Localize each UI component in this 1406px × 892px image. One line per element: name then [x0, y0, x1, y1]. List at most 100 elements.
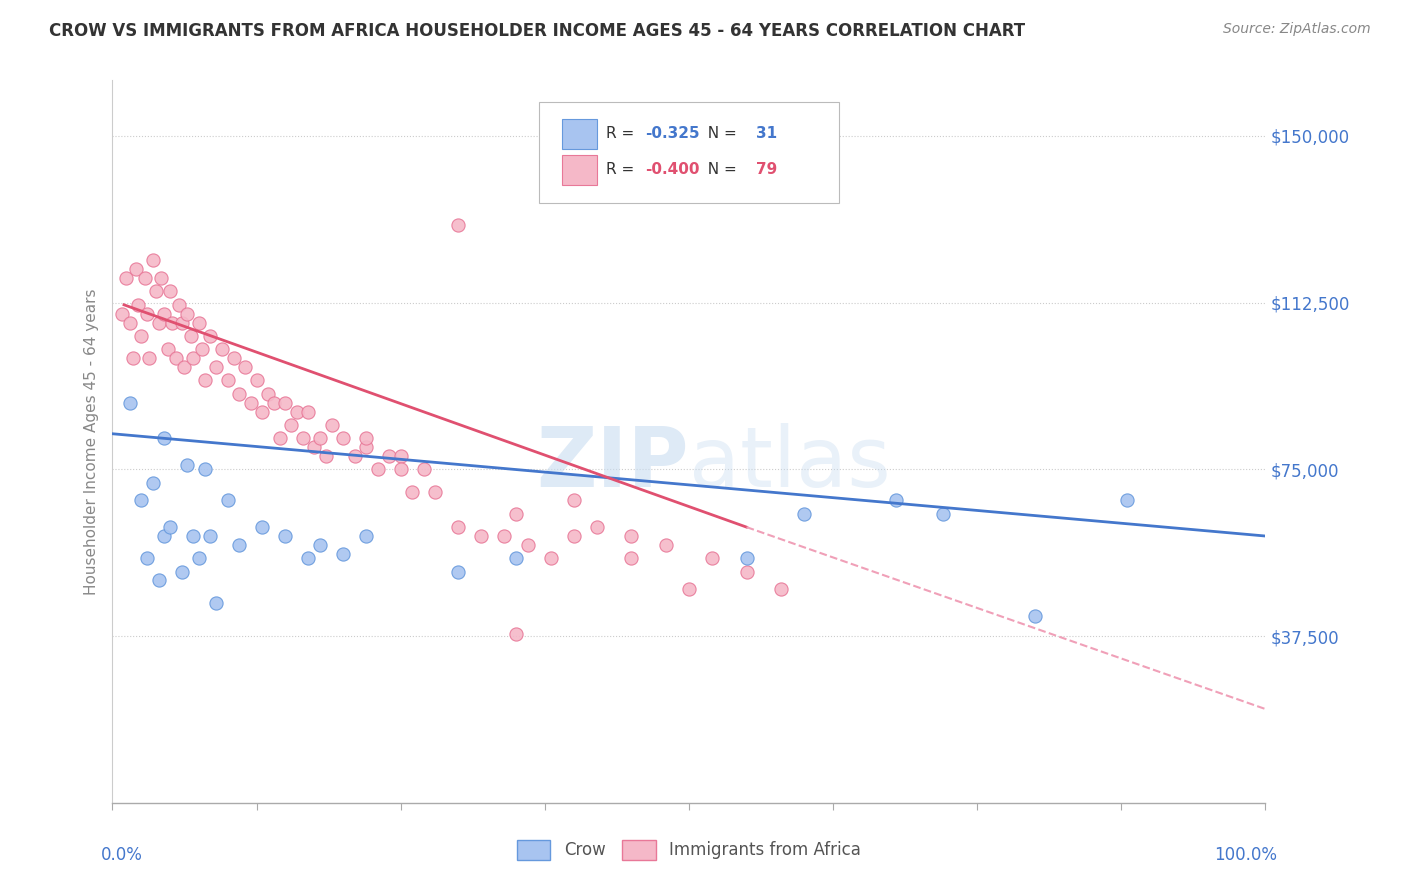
- Point: [447, 565, 470, 579]
- Point: [142, 475, 165, 490]
- Point: [304, 440, 326, 454]
- Point: [793, 507, 815, 521]
- Point: [138, 351, 160, 366]
- Point: [194, 462, 217, 476]
- Point: [257, 386, 280, 401]
- Point: [585, 520, 607, 534]
- Point: [162, 316, 184, 330]
- Point: [620, 529, 643, 543]
- Point: [176, 307, 198, 321]
- Text: R =: R =: [606, 162, 640, 178]
- Point: [136, 551, 159, 566]
- Point: [149, 271, 172, 285]
- Text: R =: R =: [606, 127, 640, 141]
- Point: [516, 538, 538, 552]
- Point: [228, 386, 250, 401]
- Point: [252, 404, 274, 418]
- Point: [153, 431, 176, 445]
- Point: [280, 417, 302, 432]
- Point: [145, 285, 167, 299]
- Point: [735, 565, 758, 579]
- Point: [309, 431, 332, 445]
- Point: [297, 404, 319, 418]
- Text: -0.400: -0.400: [645, 162, 700, 178]
- Point: [176, 458, 198, 472]
- Text: ZIP: ZIP: [537, 423, 689, 504]
- Point: [332, 431, 354, 445]
- Point: [217, 373, 239, 387]
- Point: [343, 449, 366, 463]
- Point: [118, 395, 141, 409]
- Point: [1024, 609, 1046, 624]
- Point: [274, 395, 297, 409]
- Point: [425, 484, 447, 499]
- Point: [156, 343, 179, 357]
- Point: [1116, 493, 1139, 508]
- Point: [181, 351, 204, 366]
- Text: CROW VS IMMIGRANTS FROM AFRICA HOUSEHOLDER INCOME AGES 45 - 64 YEARS CORRELATION: CROW VS IMMIGRANTS FROM AFRICA HOUSEHOLD…: [49, 22, 1025, 40]
- Text: 0.0%: 0.0%: [101, 847, 143, 864]
- Point: [118, 316, 141, 330]
- Point: [170, 565, 193, 579]
- Point: [239, 395, 262, 409]
- Point: [136, 307, 159, 321]
- Point: [217, 493, 239, 508]
- FancyBboxPatch shape: [538, 102, 839, 203]
- Point: [770, 582, 793, 597]
- Point: [159, 285, 181, 299]
- Point: [678, 582, 700, 597]
- Point: [222, 351, 245, 366]
- Point: [354, 440, 377, 454]
- Point: [205, 596, 228, 610]
- Point: [886, 493, 908, 508]
- Point: [447, 218, 470, 232]
- Text: N =: N =: [699, 162, 742, 178]
- Point: [129, 493, 153, 508]
- Point: [205, 360, 228, 375]
- Point: [389, 462, 412, 476]
- Point: [354, 529, 377, 543]
- Point: [194, 373, 217, 387]
- Text: -0.325: -0.325: [645, 127, 700, 141]
- Text: 79: 79: [756, 162, 778, 178]
- Point: [274, 529, 297, 543]
- Point: [354, 431, 377, 445]
- Point: [200, 329, 222, 343]
- Point: [188, 551, 211, 566]
- Point: [142, 253, 165, 268]
- Point: [200, 529, 222, 543]
- Bar: [562, 154, 596, 185]
- Point: [494, 529, 516, 543]
- Text: N =: N =: [699, 127, 742, 141]
- Point: [315, 449, 337, 463]
- Legend: Crow, Immigrants from Africa: Crow, Immigrants from Africa: [510, 833, 868, 867]
- Point: [285, 404, 308, 418]
- Point: [246, 373, 269, 387]
- Point: [233, 360, 256, 375]
- Point: [228, 538, 250, 552]
- Point: [367, 462, 389, 476]
- Point: [252, 520, 274, 534]
- Point: [165, 351, 187, 366]
- Point: [129, 329, 153, 343]
- Point: [211, 343, 233, 357]
- Point: [309, 538, 332, 552]
- Point: [505, 627, 527, 641]
- Point: [562, 493, 585, 508]
- Point: [181, 529, 204, 543]
- Point: [148, 574, 170, 588]
- Point: [153, 529, 176, 543]
- Point: [389, 449, 412, 463]
- Point: [378, 449, 401, 463]
- Point: [159, 520, 181, 534]
- Point: [620, 551, 643, 566]
- Point: [332, 547, 354, 561]
- Point: [505, 551, 527, 566]
- Point: [127, 298, 149, 312]
- Point: [115, 271, 138, 285]
- Y-axis label: Householder Income Ages 45 - 64 years: Householder Income Ages 45 - 64 years: [83, 288, 98, 595]
- Point: [148, 316, 170, 330]
- Point: [735, 551, 758, 566]
- Point: [134, 271, 156, 285]
- Point: [170, 316, 193, 330]
